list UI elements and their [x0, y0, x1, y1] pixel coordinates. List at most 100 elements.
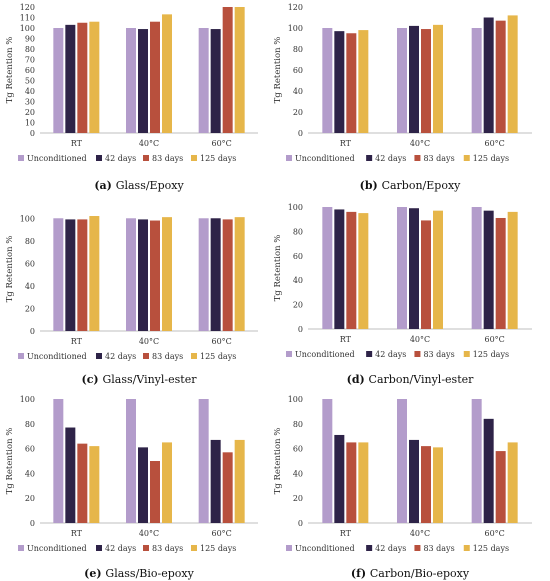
bar-42-days-2 — [210, 29, 221, 133]
y-tick-label: 0 — [30, 519, 35, 528]
panel-caption: (d) Carbon/Vinyl-ester — [347, 373, 475, 386]
bar-83-days-2 — [495, 20, 506, 133]
panel-caption: (f) Carbon/Bio-epoxy — [351, 567, 470, 580]
legend-swatch — [366, 155, 373, 161]
y-tick-label: 80 — [293, 420, 303, 429]
bar-83-days-2 — [222, 452, 233, 523]
panel-name: Carbon/Epoxy — [382, 179, 462, 192]
y-tick-label: 20 — [25, 108, 35, 117]
legend-swatch — [18, 545, 24, 551]
y-tick-label: 100 — [288, 24, 303, 33]
y-tick-label: 20 — [25, 304, 35, 313]
x-category-label: 40°C — [139, 337, 159, 346]
y-tick-label: 20 — [293, 494, 303, 503]
bar-42-days-0 — [65, 24, 76, 134]
bar-83-days-2 — [495, 451, 506, 523]
legend-entry: Unconditioned — [27, 544, 87, 553]
bar-83-days-0 — [346, 33, 357, 133]
x-category-label: RT — [71, 529, 83, 538]
bar-42-days-2 — [483, 210, 494, 329]
legend-swatch — [18, 353, 24, 359]
y-tick-label: 110 — [20, 14, 35, 23]
y-tick-label: 40 — [25, 469, 35, 478]
bar-125-days-1 — [433, 447, 443, 523]
y-tick-label: 60 — [25, 66, 35, 75]
legend-entry: 125 days — [200, 352, 236, 361]
y-tick-label: 60 — [293, 445, 303, 454]
x-category-label: RT — [71, 139, 83, 148]
legend-entry: Unconditioned — [295, 544, 355, 553]
y-tick-label: 90 — [25, 35, 35, 44]
bar-42-days-0 — [334, 209, 345, 329]
bar-unconditioned-0 — [53, 218, 64, 331]
y-tick-label: 80 — [25, 420, 35, 429]
x-category-label: RT — [71, 337, 83, 346]
y-tick-label: 40 — [25, 87, 35, 96]
bar-unconditioned-1 — [397, 399, 407, 523]
bar-125-days-2 — [234, 217, 245, 331]
bar-125-days-0 — [89, 21, 100, 134]
y-tick-label: 100 — [20, 214, 35, 223]
legend-swatch — [286, 545, 292, 551]
legend-swatch — [143, 155, 149, 161]
bar-83-days-0 — [346, 442, 357, 523]
bar-42-days-1 — [409, 439, 419, 523]
y-tick-label: 120 — [288, 3, 303, 12]
bar-42-days-2 — [210, 439, 221, 523]
legend-swatch — [414, 351, 421, 357]
y-tick-label: 120 — [20, 3, 35, 12]
x-category-label: RT — [340, 529, 352, 538]
bar-42-days-1 — [409, 25, 419, 133]
chart-panel-e: 0 20 40 60 80 100 RT 40°C 60°C Tg Retention % Unco… — [5, 395, 258, 580]
bar-125-days-2 — [507, 15, 518, 133]
y-tick-label: 80 — [25, 237, 35, 246]
x-category-label: 40°C — [410, 139, 430, 148]
x-category-label: 40°C — [139, 529, 159, 538]
legend-swatch — [414, 155, 421, 161]
panel-caption: (c) Glass/Vinyl-ester — [82, 373, 198, 386]
y-axis-label: Tg Retention % — [273, 428, 283, 495]
y-tick-label: 100 — [288, 203, 303, 212]
bar-125-days-1 — [433, 24, 443, 134]
y-tick-label: 80 — [293, 45, 303, 54]
x-category-label: 60°C — [212, 529, 232, 538]
legend-swatch — [463, 351, 470, 357]
bar-unconditioned-0 — [322, 399, 333, 523]
legend-entry: 42 days — [375, 544, 406, 553]
bar-83-days-1 — [150, 21, 160, 134]
x-category-label: 60°C — [485, 139, 505, 148]
legend-entry: Unconditioned — [27, 154, 87, 163]
y-tick-label: 40 — [293, 469, 303, 478]
y-tick-label: 60 — [25, 445, 35, 454]
y-axis-label: Tg Retention % — [5, 236, 15, 303]
panel-letter: (a) — [94, 179, 115, 192]
bar-83-days-2 — [495, 217, 506, 329]
y-tick-label: 50 — [25, 77, 35, 86]
legend-entry: 83 days — [423, 154, 454, 163]
bar-unconditioned-0 — [322, 207, 333, 329]
bar-42-days-0 — [65, 427, 76, 523]
bar-83-days-1 — [421, 446, 431, 523]
legend-entry: 125 days — [200, 154, 236, 163]
panel-letter: (f) — [351, 567, 370, 580]
bar-125-days-2 — [234, 7, 245, 133]
bar-83-days-1 — [150, 220, 160, 331]
y-tick-label: 0 — [30, 129, 35, 138]
y-tick-label: 80 — [293, 227, 303, 236]
bar-125-days-0 — [358, 442, 369, 523]
bar-83-days-2 — [222, 219, 233, 331]
legend-swatch — [96, 545, 102, 551]
y-tick-label: 0 — [298, 129, 303, 138]
bar-125-days-2 — [234, 439, 245, 523]
bar-unconditioned-0 — [322, 28, 333, 133]
y-tick-label: 0 — [30, 327, 35, 336]
bar-125-days-2 — [507, 442, 518, 523]
y-axis-label: Tg Retention % — [273, 235, 283, 302]
x-category-label: RT — [340, 335, 352, 344]
y-tick-label: 100 — [288, 395, 303, 404]
bar-83-days-1 — [421, 220, 431, 329]
bar-unconditioned-2 — [198, 28, 209, 133]
bar-42-days-2 — [483, 418, 494, 523]
